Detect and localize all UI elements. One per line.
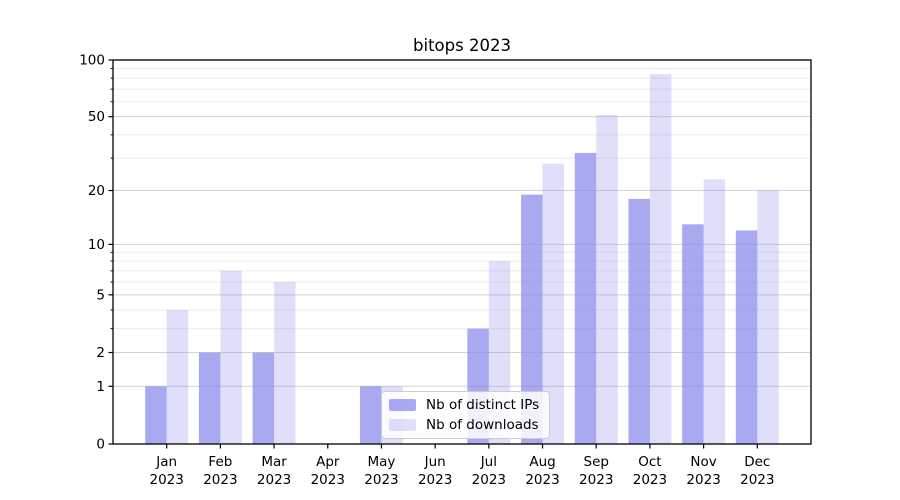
bar-ips-may bbox=[359, 386, 382, 444]
x-tick-label: Mar 2023 bbox=[257, 454, 291, 488]
legend-row: Nb of downloads bbox=[389, 417, 539, 433]
x-tick-label: Aug 2023 bbox=[525, 454, 559, 488]
x-tick-label: Nov 2023 bbox=[686, 454, 720, 488]
legend: Nb of distinct IPs Nb of downloads bbox=[381, 391, 551, 439]
bar-ips-dec bbox=[735, 230, 758, 444]
x-tick-label: Feb 2023 bbox=[203, 454, 237, 488]
bar-ips-jan bbox=[145, 386, 167, 444]
y-tick-label: 100 bbox=[79, 53, 105, 69]
x-tick-label: Jun 2023 bbox=[418, 454, 452, 488]
bar-ips-mar bbox=[252, 352, 275, 444]
bar-downloads-mar bbox=[274, 281, 296, 444]
bar-ips-sep bbox=[574, 152, 597, 444]
chart-title: bitops 2023 bbox=[413, 36, 511, 55]
legend-label: Nb of downloads bbox=[426, 417, 539, 433]
bar-downloads-dec bbox=[757, 190, 779, 444]
legend-label: Nb of distinct IPs bbox=[426, 397, 540, 413]
x-tick-label: Apr 2023 bbox=[311, 454, 345, 488]
x-tick-label: May 2023 bbox=[364, 454, 398, 488]
bar-downloads-jan bbox=[166, 310, 189, 444]
y-tick-label: 2 bbox=[96, 345, 105, 361]
legend-row: Nb of distinct IPs bbox=[389, 397, 539, 413]
legend-swatch-downloads bbox=[389, 419, 416, 431]
y-tick-label: 5 bbox=[96, 287, 105, 303]
bar-ips-oct bbox=[628, 198, 650, 444]
bar-downloads-nov bbox=[703, 179, 726, 444]
y-tick-label: 50 bbox=[88, 109, 105, 125]
bar-ips-aug bbox=[521, 194, 543, 444]
bar-downloads-aug bbox=[542, 163, 565, 444]
x-tick-label: Jan 2023 bbox=[150, 454, 184, 488]
x-tick-label: Sep 2023 bbox=[579, 454, 613, 488]
y-tick-label: 1 bbox=[96, 379, 105, 395]
legend-swatch-ips bbox=[389, 399, 416, 411]
x-tick-label: Jul 2023 bbox=[472, 454, 506, 488]
y-tick-label: 20 bbox=[88, 183, 105, 199]
bar-downloads-oct bbox=[649, 74, 672, 444]
x-tick-label: Oct 2023 bbox=[633, 454, 667, 488]
bar-ips-feb bbox=[198, 352, 221, 444]
bar-downloads-feb bbox=[220, 270, 242, 444]
x-tick-label: Dec 2023 bbox=[740, 454, 774, 488]
bar-downloads-sep bbox=[596, 115, 618, 444]
bar-ips-nov bbox=[682, 224, 704, 444]
y-tick-label: 0 bbox=[96, 437, 105, 453]
y-tick-label: 10 bbox=[88, 237, 105, 253]
